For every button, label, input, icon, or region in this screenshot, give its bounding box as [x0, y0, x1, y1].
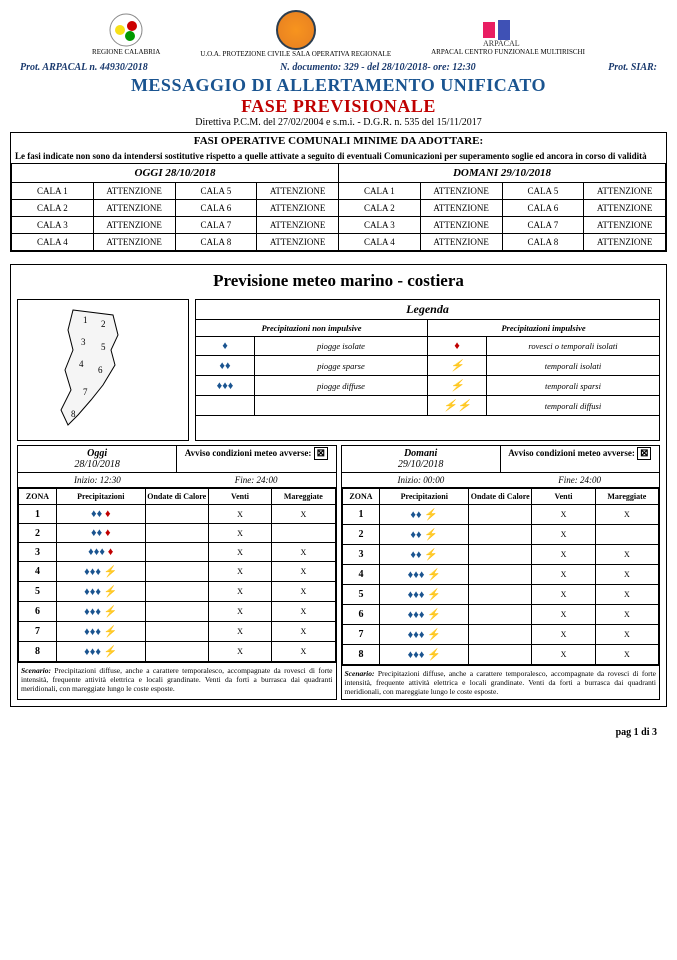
title-2: FASE PREVISIONALE: [10, 96, 667, 117]
fasi-note: Le fasi indicate non sono da intendersi …: [11, 149, 666, 163]
status-cell: ATTENZIONE: [420, 200, 502, 217]
cala-cell: CALA 1: [339, 183, 421, 200]
status-cell: ATTENZIONE: [420, 234, 502, 251]
subtitle: Direttiva P.C.M. del 27/02/2004 e s.m.i.…: [10, 117, 667, 128]
svg-text:7: 7: [83, 387, 88, 397]
svg-text:3: 3: [81, 337, 86, 347]
status-cell: ATTENZIONE: [584, 217, 666, 234]
forecast-column: Oggi28/10/2018Avviso condizioni meteo av…: [17, 445, 337, 700]
cala-cell: CALA 6: [502, 200, 584, 217]
legend-box: Legenda Precipitazioni non impulsivePrec…: [195, 299, 660, 441]
fasi-table: OGGI 28/10/2018DOMANI 29/10/2018CALA 1AT…: [11, 163, 666, 251]
cala-cell: CALA 5: [502, 183, 584, 200]
logo-protciv: U.O.A. PROTEZIONE CIVILE SALA OPERATIVA …: [200, 10, 391, 58]
cala-cell: CALA 8: [502, 234, 584, 251]
title-1: MESSAGGIO DI ALLERTAMENTO UNIFICATO: [10, 75, 667, 96]
fasi-header: FASI OPERATIVE COMUNALI MINIME DA ADOTTA…: [11, 133, 666, 149]
status-cell: ATTENZIONE: [420, 183, 502, 200]
cala-cell: CALA 3: [339, 217, 421, 234]
svg-text:1: 1: [83, 315, 88, 325]
fasi-box: FASI OPERATIVE COMUNALI MINIME DA ADOTTA…: [10, 132, 667, 252]
header-logos: REGIONE CALABRIA U.O.A. PROTEZIONE CIVIL…: [10, 10, 667, 58]
status-cell: ATTENZIONE: [93, 217, 175, 234]
svg-text:2: 2: [101, 319, 106, 329]
svg-text:8: 8: [71, 409, 76, 419]
status-cell: ATTENZIONE: [257, 200, 339, 217]
status-cell: ATTENZIONE: [93, 200, 175, 217]
cala-cell: CALA 2: [339, 200, 421, 217]
status-cell: ATTENZIONE: [257, 234, 339, 251]
cala-cell: CALA 2: [12, 200, 94, 217]
prot-line: Prot. ARPACAL n. 44930/2018 N. documento…: [20, 62, 657, 73]
prot-left: Prot. ARPACAL n. 44930/2018: [20, 62, 148, 73]
status-cell: ATTENZIONE: [420, 217, 502, 234]
cala-cell: CALA 4: [339, 234, 421, 251]
cala-cell: CALA 6: [175, 200, 257, 217]
svg-text:4: 4: [79, 359, 84, 369]
status-cell: ATTENZIONE: [584, 183, 666, 200]
forecast-column: Domani29/10/2018Avviso condizioni meteo …: [341, 445, 661, 700]
cala-cell: CALA 5: [175, 183, 257, 200]
prot-right: Prot. SIAR:: [608, 62, 657, 73]
prev-title: Previsione meteo marino - costiera: [13, 267, 664, 295]
status-cell: ATTENZIONE: [257, 183, 339, 200]
logo-arp: ARPACAL ARPACAL CENTRO FUNZIONALE MULTIR…: [431, 12, 585, 56]
map-calabria: 1 2 3 5 4 6 7 8: [17, 299, 189, 441]
cala-cell: CALA 1: [12, 183, 94, 200]
logo-regione: REGIONE CALABRIA: [92, 12, 160, 56]
cala-cell: CALA 3: [12, 217, 94, 234]
status-cell: ATTENZIONE: [257, 217, 339, 234]
page-footer: pag 1 di 3: [10, 727, 657, 738]
status-cell: ATTENZIONE: [93, 234, 175, 251]
status-cell: ATTENZIONE: [93, 183, 175, 200]
status-cell: ATTENZIONE: [584, 200, 666, 217]
cala-cell: CALA 8: [175, 234, 257, 251]
cala-cell: CALA 7: [502, 217, 584, 234]
prot-center: N. documento: 329 - del 28/10/2018- ore:…: [280, 62, 476, 73]
svg-text:ARPACAL: ARPACAL: [483, 39, 520, 48]
cala-cell: CALA 4: [12, 234, 94, 251]
svg-text:5: 5: [101, 342, 106, 352]
svg-text:6: 6: [98, 365, 103, 375]
prev-box: Previsione meteo marino - costiera 1 2 3 5…: [10, 264, 667, 707]
status-cell: ATTENZIONE: [584, 234, 666, 251]
cala-cell: CALA 7: [175, 217, 257, 234]
